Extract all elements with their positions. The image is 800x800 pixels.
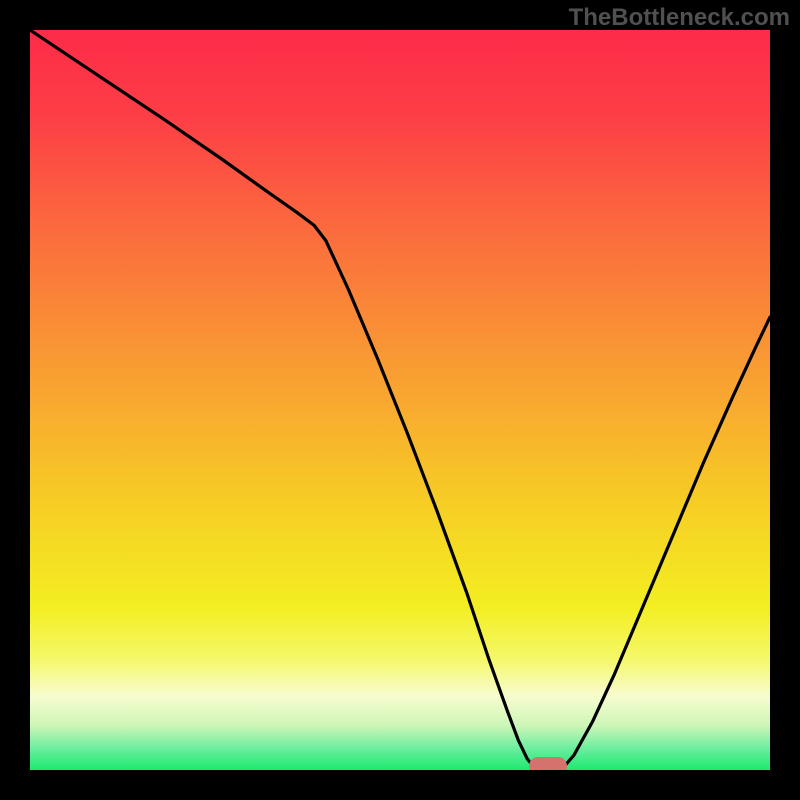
bottleneck-curve [30,30,770,770]
chart-frame: TheBottleneck.com [0,0,800,800]
minimum-marker [529,757,567,770]
watermark-text: TheBottleneck.com [569,4,790,32]
plot-area [30,30,770,770]
